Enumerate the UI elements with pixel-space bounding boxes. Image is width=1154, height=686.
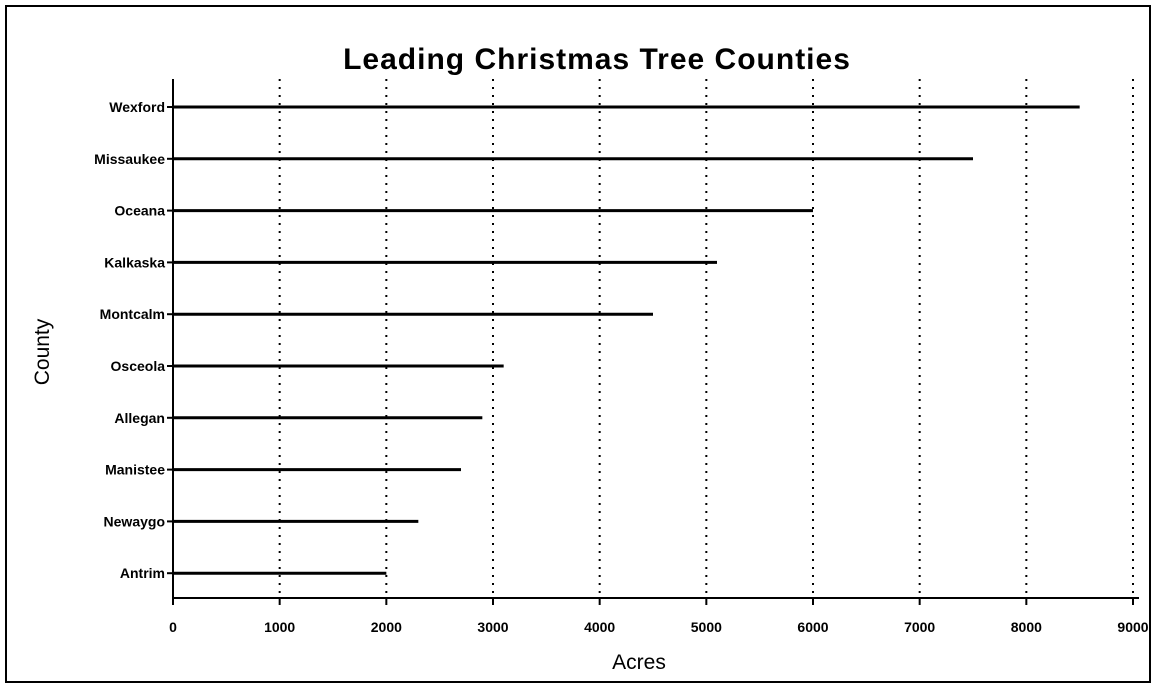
x-tick-label: 7000	[904, 619, 935, 635]
category-label: Wexford	[109, 99, 165, 115]
gridlines	[278, 79, 1134, 598]
chart-title: Leading Christmas Tree Counties	[343, 43, 851, 76]
x-tick-label: 9000	[1117, 619, 1148, 635]
x-tick-label: 5000	[691, 619, 722, 635]
category-label: Antrim	[120, 565, 165, 581]
bar-chart: Leading Christmas Tree Counties Wexford M…	[31, 43, 1149, 674]
bars	[173, 105, 1080, 575]
x-tick-label: 6000	[797, 619, 828, 635]
category-label: Montcalm	[100, 306, 165, 322]
category-label: Manistee	[105, 462, 165, 478]
category-label: Oceana	[114, 203, 165, 219]
y-axis-title: County	[31, 318, 54, 385]
x-tick-label: 1000	[264, 619, 295, 635]
x-tick-label: 8000	[1011, 619, 1042, 635]
x-tick-label: 3000	[477, 619, 508, 635]
chart-frame: Leading Christmas Tree Counties Wexford M…	[5, 5, 1151, 683]
axes	[167, 79, 1139, 605]
category-label: Kalkaska	[104, 254, 165, 270]
category-label: Missaukee	[94, 151, 165, 167]
category-label: Allegan	[114, 410, 165, 426]
x-tick-label: 2000	[371, 619, 402, 635]
category-label: Newaygo	[104, 513, 165, 529]
x-tick-label: 0	[169, 619, 177, 635]
category-label: Osceola	[111, 358, 166, 374]
x-tick-label: 4000	[584, 619, 615, 635]
x-tick-labels: 0 1000 2000 3000 4000 5000 6000 7000 8000 9000	[169, 619, 1149, 635]
x-axis-title: Acres	[612, 651, 666, 674]
category-labels: Wexford Missaukee Oceana Kalkaska Montcalm Os…	[94, 99, 165, 581]
